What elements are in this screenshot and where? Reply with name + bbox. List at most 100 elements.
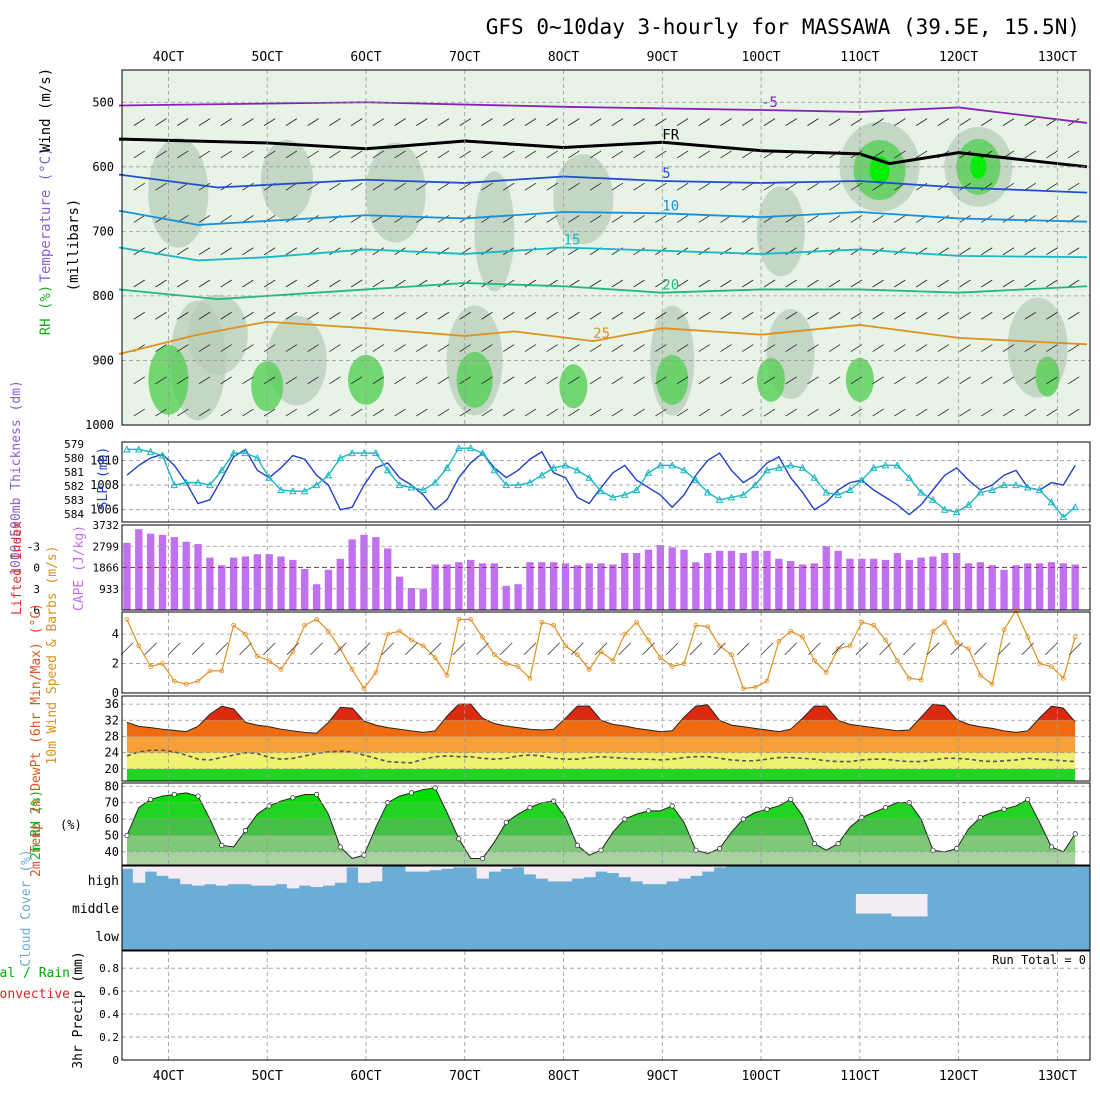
wind-barb [894, 279, 906, 288]
bottom-tick-label: 12OCT [939, 1069, 978, 1084]
wind-barb [937, 344, 950, 352]
wind-barb [416, 118, 428, 126]
cape-bar [1024, 563, 1032, 610]
wind-barb [394, 118, 406, 126]
wind-barb [568, 247, 580, 256]
wind-barb [676, 311, 689, 320]
rh-point [882, 805, 889, 811]
cloud-clear-high [310, 866, 324, 887]
wind-barb [307, 150, 319, 159]
wind-barb [568, 215, 580, 223]
wind-barb [742, 279, 754, 288]
cape-bar [988, 565, 996, 610]
wind-barb [177, 118, 189, 126]
wind-barb [476, 642, 489, 656]
wind-barb [655, 150, 667, 159]
rh-point [1048, 844, 1055, 850]
cape-bar [538, 562, 546, 610]
wind-barb [242, 215, 254, 223]
wind-barb [220, 279, 232, 288]
wind-barb [481, 150, 493, 159]
wind-barb [872, 182, 884, 191]
bottom-tick-label: 5OCT [252, 1069, 283, 1084]
wind-barb [133, 150, 146, 159]
wind-barb [1045, 642, 1058, 656]
contour-label: FR [662, 127, 679, 143]
wind-barb [437, 150, 450, 159]
wind-barb [1046, 408, 1058, 417]
rh-shading-blob [553, 154, 614, 245]
wind-barb [720, 376, 732, 385]
contour-label: 10 [662, 198, 679, 214]
thickness-point [395, 481, 404, 489]
rh-point [432, 785, 438, 791]
rh-point [693, 847, 699, 853]
wind-speed-point [551, 622, 557, 628]
wind-barb [307, 408, 319, 417]
thickness-point [146, 447, 155, 455]
wind-barb [850, 215, 863, 223]
wind-barb [633, 376, 645, 385]
slp-tick-label: 1008 [90, 478, 119, 492]
rh-unit: (%) [60, 818, 82, 832]
wind-speed-point [1001, 627, 1007, 633]
thickness-point [917, 488, 925, 496]
wind-speed-point [847, 643, 853, 649]
wind-barb [568, 344, 580, 352]
cape-bar [218, 565, 226, 610]
wind-speed-point [989, 681, 995, 687]
wind-barb [589, 118, 602, 126]
rh-point [669, 803, 675, 809]
temp-contour-10 [118, 209, 1088, 226]
wind-barb [611, 376, 624, 385]
cape-frame [121, 524, 1091, 611]
thickness-ylabel: 1000-500mb Thickness (dm) [9, 380, 24, 576]
cape-bar [158, 534, 167, 610]
wind-barb [676, 279, 689, 288]
thickness-point [431, 478, 439, 486]
wind-barb [763, 118, 776, 126]
wind-barb [547, 642, 560, 656]
wind-barb [198, 150, 211, 159]
cloud-clear-high [535, 866, 549, 879]
wind-barb [831, 642, 845, 656]
cape-bar [929, 556, 937, 610]
wind-speed-point [468, 616, 474, 622]
thickness-point [561, 461, 570, 469]
thickness-point [170, 481, 179, 489]
wind-barb [1046, 311, 1058, 320]
wind-barb [350, 279, 363, 288]
wind-barb [220, 311, 232, 320]
thickness-tick-label: 581 [64, 466, 84, 479]
thickness-point [739, 490, 748, 498]
wind-barb [737, 642, 750, 656]
top-tick-label: 11OCT [840, 50, 879, 65]
cloud-clear-high [334, 866, 347, 883]
bottom-tick-label: 4OCT [153, 1069, 184, 1084]
wind-barb [437, 344, 450, 352]
wind-barb [1024, 150, 1036, 159]
wind-speed-point [942, 619, 948, 625]
wind-barb [1067, 376, 1080, 385]
thickness-point [715, 495, 724, 503]
thickness-point [514, 481, 522, 489]
cape-bar [277, 556, 285, 610]
cape-tick-label: 1866 [93, 562, 120, 575]
wind-barb [676, 182, 689, 191]
cape-bar [680, 549, 688, 610]
thickness-point [846, 485, 854, 493]
wind-barb [329, 150, 341, 159]
wind-speed-point [1025, 634, 1031, 640]
cape-ylabel: CAPE (J/kg) [72, 525, 87, 611]
wind-ylabel: 10m Wind Speed & Barbs (m/s) [45, 545, 60, 764]
temp-contour-20 [118, 282, 1088, 301]
bottom-tick-label: 10OCT [742, 1069, 781, 1084]
cape-bar [194, 543, 202, 610]
cape-bar [787, 561, 795, 610]
wind-barb [807, 408, 819, 417]
cape-bar [1000, 569, 1008, 610]
wind-barb [742, 118, 754, 126]
cloud-clear-high [452, 866, 466, 868]
wind-barb [329, 408, 341, 417]
wind-speed-point [1013, 608, 1019, 613]
